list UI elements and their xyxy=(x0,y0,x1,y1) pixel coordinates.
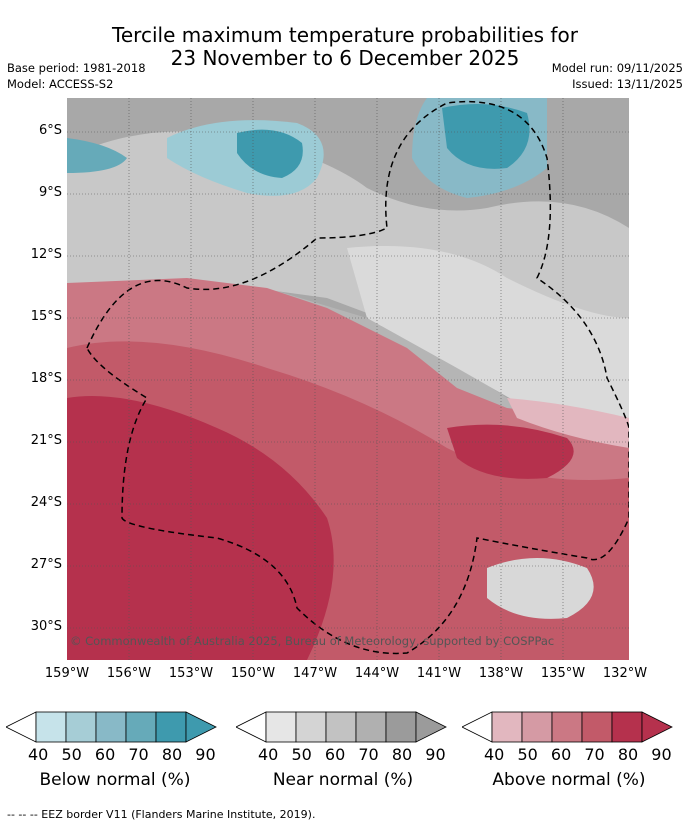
colorbar-near-ticks: 40 50 60 70 80 90 xyxy=(258,745,446,764)
lat-label: 12°S xyxy=(30,247,62,262)
map-grid xyxy=(67,98,629,660)
lon-label: 153°W xyxy=(168,666,214,681)
colorbar-above-ticks: 40 50 60 70 80 90 xyxy=(484,745,672,764)
colorbar-end-arrow xyxy=(415,711,447,743)
tick: 60 xyxy=(324,745,346,764)
meta-right: Model run: 09/11/2025 Issued: 13/11/2025 xyxy=(552,60,683,92)
tick: 90 xyxy=(195,745,216,764)
colorbar-segment xyxy=(125,711,157,743)
model-run: Model run: 09/11/2025 xyxy=(551,61,683,75)
lon-label: 141°W xyxy=(416,666,462,681)
tick: 40 xyxy=(484,745,505,764)
tick: 70 xyxy=(128,745,149,764)
colorbar-above-title: Above normal (%) xyxy=(492,770,646,790)
colorbar-below xyxy=(6,711,217,743)
title-line-1: Tercile maximum temperature probabilitie… xyxy=(112,23,578,47)
tick: 90 xyxy=(651,745,672,764)
copyright-notice: © Commonwealth of Australia 2025, Bureau… xyxy=(70,634,555,648)
lon-label: 159°W xyxy=(44,666,90,681)
above-normal-core-region xyxy=(67,396,334,660)
colorbar-segment xyxy=(581,711,613,743)
tick: 40 xyxy=(28,745,49,764)
colorbar-near xyxy=(236,711,447,743)
tick: 80 xyxy=(391,745,413,764)
colorbar-segment xyxy=(355,711,387,743)
probability-map xyxy=(67,98,629,660)
colorbar-below-ticks: 40 50 60 70 80 90 xyxy=(28,745,216,764)
lat-label: 24°S xyxy=(30,495,62,510)
colorbar-start-arrow xyxy=(6,711,37,743)
tick: 90 xyxy=(425,745,446,764)
colorbar-segment xyxy=(95,711,127,743)
meta-left: Base period: 1981-2018 Model: ACCESS-S2 xyxy=(7,60,146,92)
above-normal-light-band xyxy=(507,398,629,448)
near-normal-patch-south xyxy=(487,558,594,619)
eez-footnote: -- -- -- EEZ border V11 (Flanders Marine… xyxy=(7,808,316,821)
lon-label: 156°W xyxy=(106,666,152,681)
colorbar-segment xyxy=(385,711,417,743)
model-name: Model: ACCESS-S2 xyxy=(7,77,114,91)
lon-label: 132°W xyxy=(602,666,648,681)
eez-border xyxy=(86,101,629,655)
colorbar-segment xyxy=(611,711,643,743)
tick: 60 xyxy=(94,745,116,764)
colorbar-segment xyxy=(521,711,553,743)
colorbar-segment xyxy=(155,711,187,743)
below-normal-patch-edge xyxy=(67,138,127,173)
lat-label: 15°S xyxy=(30,309,62,324)
colorbar-end-arrow xyxy=(185,711,217,743)
tick: 50 xyxy=(61,745,82,764)
tick: 50 xyxy=(517,745,538,764)
colorbar-segment xyxy=(65,711,97,743)
tick: 40 xyxy=(258,745,279,764)
colorbar-near-title: Near normal (%) xyxy=(272,770,414,790)
lat-label: 21°S xyxy=(30,433,62,448)
base-period: Base period: 1981-2018 xyxy=(7,61,146,75)
lat-label: 18°S xyxy=(30,371,62,386)
colorbar-segment xyxy=(325,711,357,743)
colorbar-segment xyxy=(491,711,523,743)
lat-label: 9°S xyxy=(38,185,62,200)
tick: 60 xyxy=(550,745,572,764)
colorbar-segment xyxy=(35,711,67,743)
lat-label: 30°S xyxy=(30,619,62,634)
title-line-2: 23 November to 6 December 2025 xyxy=(170,46,520,70)
colorbar-above xyxy=(462,711,673,743)
tick: 80 xyxy=(161,745,183,764)
colorbar-segment xyxy=(295,711,327,743)
colorbar-end-arrow xyxy=(641,711,673,743)
tick: 70 xyxy=(358,745,379,764)
tick: 80 xyxy=(617,745,639,764)
near-normal-lightest-region xyxy=(347,246,629,418)
above-normal-core-east xyxy=(447,424,574,479)
colorbar-segment xyxy=(265,711,297,743)
colorbar-segment xyxy=(551,711,583,743)
issued-date: Issued: 13/11/2025 xyxy=(572,77,683,91)
colorbar-below-title: Below normal (%) xyxy=(39,770,191,790)
lon-label: 144°W xyxy=(354,666,400,681)
below-normal-core-west xyxy=(237,129,303,178)
tick: 70 xyxy=(584,745,605,764)
lat-label: 6°S xyxy=(38,123,62,138)
map-title: Tercile maximum temperature probabilitie… xyxy=(0,24,690,70)
lon-label: 150°W xyxy=(230,666,276,681)
lon-label: 135°W xyxy=(540,666,586,681)
lat-label: 27°S xyxy=(30,557,62,572)
colorbar-start-arrow xyxy=(236,711,267,743)
below-normal-core-east xyxy=(442,104,530,169)
colorbar-start-arrow xyxy=(462,711,493,743)
lon-label: 147°W xyxy=(292,666,338,681)
lon-label: 138°W xyxy=(478,666,524,681)
tick: 50 xyxy=(291,745,312,764)
